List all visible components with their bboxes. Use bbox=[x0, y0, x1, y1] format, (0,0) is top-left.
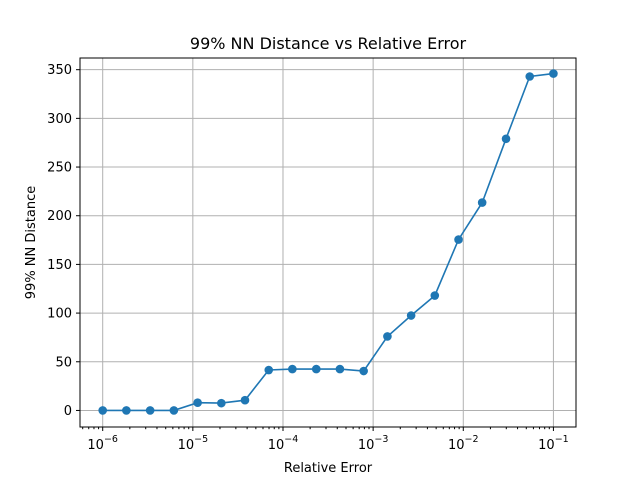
data-point bbox=[430, 291, 440, 300]
x-tick-exponent: −3 bbox=[374, 434, 388, 445]
data-point bbox=[98, 406, 107, 415]
data-point bbox=[240, 395, 250, 405]
x-tick-label: 10−6 bbox=[87, 434, 118, 453]
series-line bbox=[102, 72, 554, 412]
x-tick-base: 10 bbox=[87, 438, 104, 453]
y-tick-label: 350 bbox=[47, 63, 72, 78]
y-tick-label: 0 bbox=[64, 404, 72, 419]
data-point bbox=[525, 72, 535, 81]
y-tick-label: 50 bbox=[55, 355, 72, 370]
data-point bbox=[193, 398, 202, 407]
data-point bbox=[335, 364, 345, 374]
data-point bbox=[264, 365, 274, 375]
data-point bbox=[501, 134, 511, 144]
data-point bbox=[169, 406, 179, 415]
x-axis-label: Relative Error bbox=[284, 461, 373, 476]
data-point bbox=[383, 332, 392, 341]
y-tick-label: 150 bbox=[47, 258, 72, 273]
data-point bbox=[359, 366, 368, 376]
data-point bbox=[454, 235, 463, 244]
x-tick-base: 10 bbox=[538, 438, 555, 453]
data-point bbox=[406, 311, 416, 320]
y-tick-label: 250 bbox=[47, 161, 72, 176]
data-point bbox=[288, 364, 297, 374]
grid bbox=[80, 58, 576, 427]
plot-area bbox=[79, 57, 577, 428]
x-tick-label: 10−3 bbox=[358, 434, 389, 453]
data-point bbox=[145, 406, 155, 415]
data-point bbox=[477, 198, 487, 207]
y-tick-label: 200 bbox=[47, 209, 72, 224]
x-tick-label: 10−2 bbox=[448, 434, 479, 453]
y-tick-label: 100 bbox=[47, 307, 72, 322]
x-tick-exponent: −2 bbox=[465, 434, 479, 445]
x-tick-exponent: −4 bbox=[284, 434, 298, 445]
data-point bbox=[311, 364, 321, 374]
x-tick-base: 10 bbox=[448, 438, 465, 453]
y-tick-label: 300 bbox=[47, 112, 72, 127]
axis-ticks: 10−6 10−5 10−4 10−3 10−2 10−10501001502002503… bbox=[47, 63, 569, 453]
x-tick-base: 10 bbox=[358, 438, 375, 453]
data-point bbox=[122, 406, 131, 415]
x-tick-label: 10−4 bbox=[268, 434, 299, 453]
x-tick-exponent: −6 bbox=[104, 434, 118, 445]
x-tick-exponent: −5 bbox=[194, 434, 208, 445]
chart-title: 99% NN Distance vs Relative Error bbox=[190, 34, 467, 53]
series bbox=[98, 69, 558, 415]
x-tick-label: 10−5 bbox=[178, 434, 209, 453]
data-point bbox=[217, 398, 226, 408]
x-tick-base: 10 bbox=[178, 438, 195, 453]
x-tick-exponent: −1 bbox=[555, 434, 569, 445]
data-point bbox=[549, 69, 558, 78]
y-axis-label: 99% NN Distance bbox=[24, 186, 39, 299]
x-tick-label: 10−1 bbox=[538, 434, 569, 453]
x-tick-base: 10 bbox=[268, 438, 285, 453]
